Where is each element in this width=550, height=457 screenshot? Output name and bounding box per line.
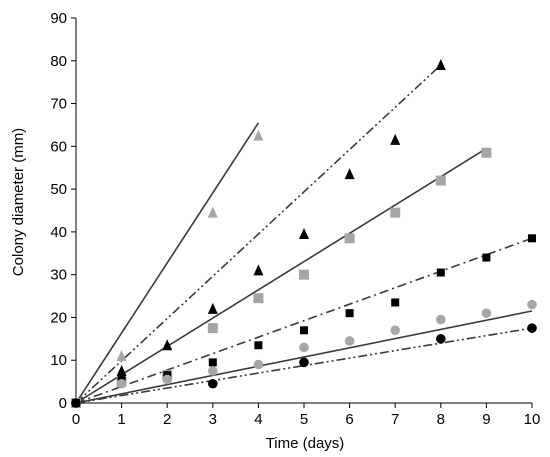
- square-marker: [435, 175, 446, 186]
- x-tick-label: 1: [117, 411, 125, 428]
- y-tick-label: 70: [50, 96, 67, 113]
- x-tick-label: 9: [482, 411, 490, 428]
- circle-marker: [208, 366, 218, 376]
- triangle-marker: [390, 133, 401, 145]
- circle-marker: [299, 357, 309, 368]
- circle-marker: [116, 378, 127, 389]
- x-tick-label: 0: [72, 411, 80, 428]
- fit-line-series-5: [75, 310, 533, 404]
- y-tick-label: 30: [50, 267, 67, 284]
- fit-line-series-4: [75, 237, 533, 404]
- circle-marker: [299, 342, 309, 353]
- y-tick-label: 80: [50, 53, 67, 70]
- y-tick-label: 0: [59, 395, 67, 412]
- fit-line-series-1: [75, 122, 260, 404]
- y-tick-label: 10: [50, 352, 67, 369]
- square-marker: [207, 323, 218, 334]
- circle-marker: [71, 398, 81, 408]
- x-tick-label: 5: [300, 411, 308, 428]
- y-tick-label: 90: [50, 10, 67, 27]
- y-tick-label: 60: [50, 138, 67, 155]
- square-marker: [299, 269, 309, 280]
- triangle-marker: [116, 349, 127, 361]
- x-tick-label: 2: [163, 411, 171, 428]
- square-marker: [344, 233, 355, 244]
- triangle-marker: [344, 168, 355, 180]
- x-tick-label: 7: [391, 411, 399, 428]
- square-marker: [390, 207, 401, 218]
- x-tick-label: 4: [254, 411, 262, 428]
- square-marker: [253, 293, 264, 304]
- triangle-marker: [162, 339, 173, 351]
- fit-lines: [75, 64, 533, 404]
- triangle-marker: [253, 264, 264, 276]
- triangle-marker: [435, 59, 446, 71]
- triangle-marker: [253, 129, 264, 141]
- circle-marker: [390, 325, 401, 336]
- square-marker: [481, 147, 492, 158]
- triangle-marker: [207, 302, 218, 314]
- fit-line-series-3: [75, 147, 487, 404]
- circle-marker: [436, 314, 446, 325]
- square-marker: [345, 309, 354, 318]
- square-marker: [436, 268, 445, 277]
- circle-marker: [162, 374, 172, 385]
- y-tick-label: 40: [50, 224, 67, 241]
- x-tick-label: 6: [345, 411, 353, 428]
- circle-marker: [527, 299, 537, 310]
- x-axis-label: Time (days): [266, 435, 345, 452]
- triangle-marker: [299, 228, 309, 240]
- square-marker: [254, 341, 263, 350]
- square-marker: [208, 358, 217, 367]
- axes: 0 1 2 3 4 5 6 7 8 9 10 0 10 20 30 40 50 60 70 80 90: [50, 10, 540, 428]
- square-marker: [300, 326, 308, 335]
- triangle-marker: [207, 206, 218, 218]
- square-marker: [482, 253, 491, 262]
- circle-marker: [436, 334, 446, 344]
- square-marker: [391, 298, 400, 307]
- data-points: [71, 59, 537, 408]
- circle-marker: [344, 336, 355, 346]
- x-tick-label: 8: [437, 411, 445, 428]
- x-axis-ticks: 0 1 2 3 4 5 6 7 8 9 10: [72, 403, 541, 428]
- y-axis-ticks: 0 10 20 30 40 50 60 70 80 90: [50, 10, 76, 412]
- x-tick-label: 10: [524, 411, 541, 428]
- fit-line-series-2: [75, 64, 442, 404]
- triangle-marker: [116, 364, 127, 376]
- square-marker: [528, 234, 536, 243]
- circle-marker: [253, 359, 264, 370]
- circle-marker: [208, 378, 218, 389]
- y-tick-label: 20: [50, 309, 67, 326]
- circle-marker: [527, 323, 537, 333]
- circle-marker: [481, 308, 492, 318]
- y-axis-label: Colony diameter (mm): [10, 128, 27, 276]
- y-tick-label: 50: [50, 181, 67, 198]
- x-tick-label: 3: [209, 411, 217, 428]
